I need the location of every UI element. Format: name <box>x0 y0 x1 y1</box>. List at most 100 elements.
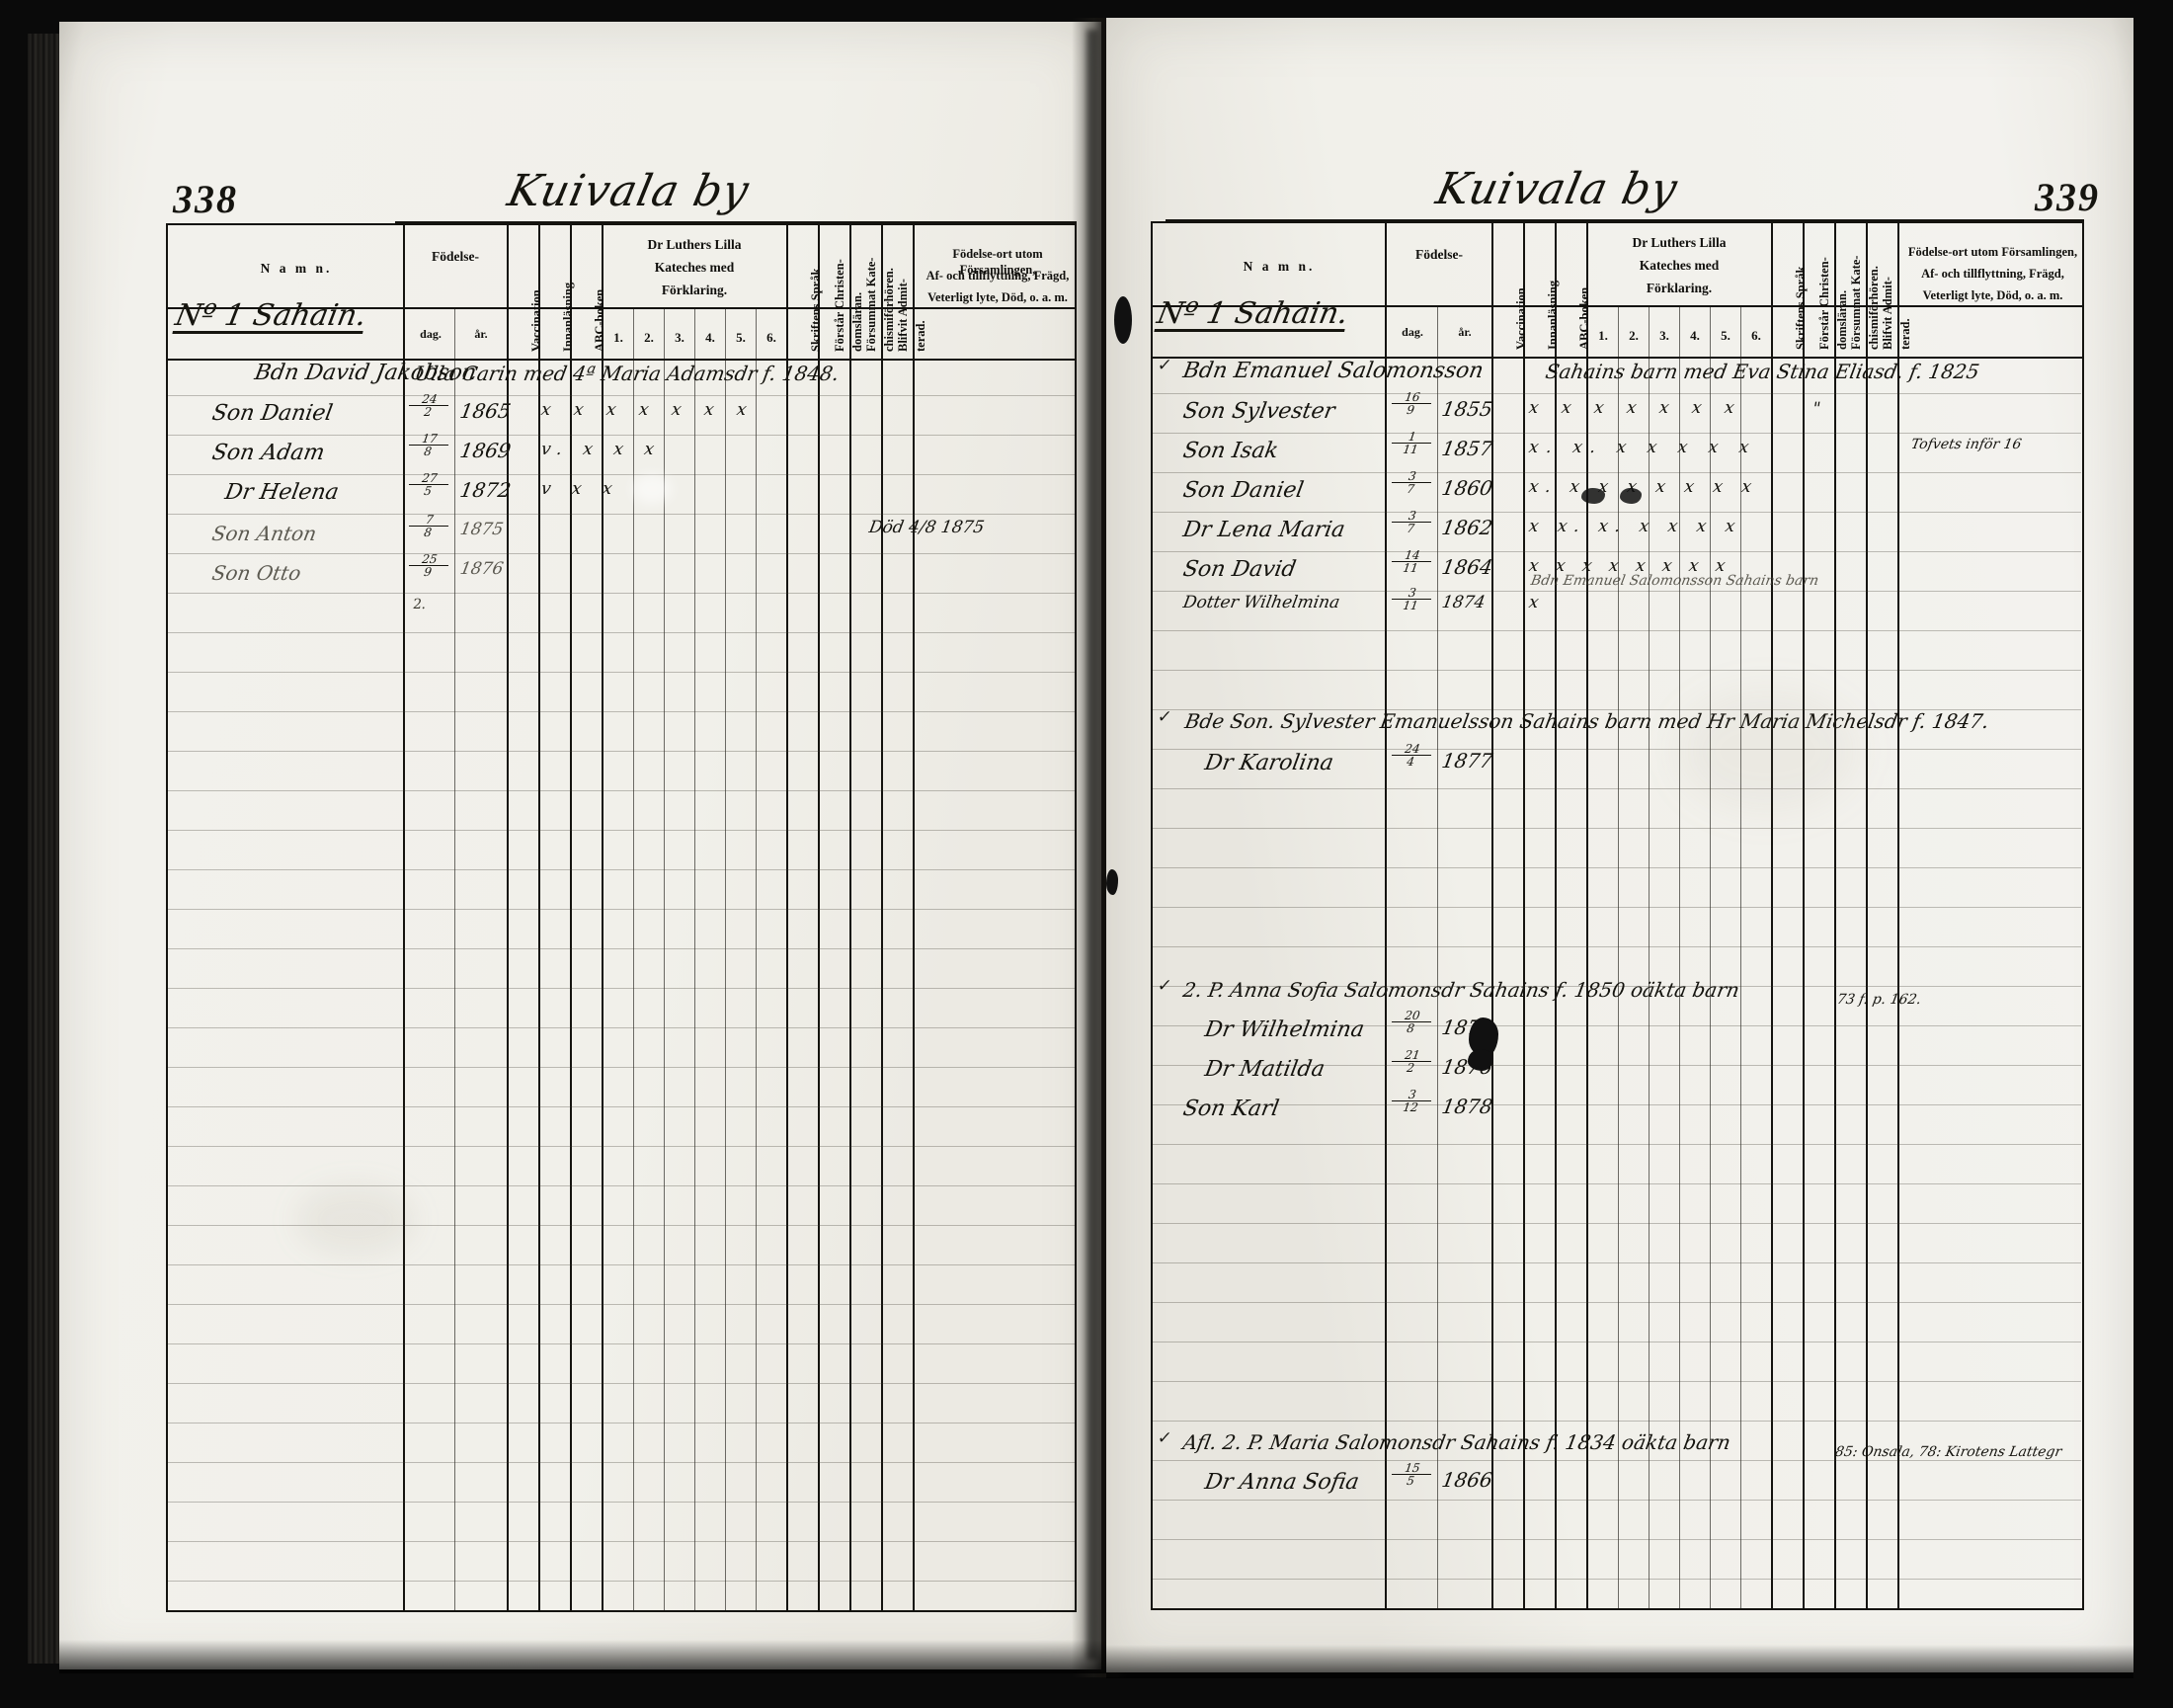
entry-note-right-b1-2: Tofvets inför 16 <box>1909 437 2023 452</box>
body-rule-left-12 <box>168 830 1075 831</box>
body-rule-left-6 <box>168 593 1075 594</box>
entry-year-left-2: 1869 <box>457 439 514 462</box>
body-rule-left-7 <box>168 632 1075 633</box>
body-rule-right-26 <box>1153 1381 2081 1382</box>
grid-v-right-blifvit <box>1897 221 1899 1610</box>
header-katekes-l3-right: Förklaring. <box>1646 281 1713 295</box>
grid-v-right-ar <box>1491 221 1493 1610</box>
entry-marks-left-1: x x x x x x x <box>539 400 758 420</box>
entry-note-left-4: Död 4/8 1875 <box>867 518 986 537</box>
body-rule-left-23 <box>168 1264 1075 1265</box>
body-rule-right-28 <box>1153 1460 2081 1461</box>
grid-v-right-abc <box>1586 221 1588 1610</box>
entry-name-left-3: Dr Helena <box>222 480 341 505</box>
table-header-bottom-left <box>166 359 1077 361</box>
body-rule-right-23 <box>1153 1262 2081 1263</box>
entry-day-right-b1-6: 3 11 <box>1390 586 1433 612</box>
grid-v-right-k5 <box>1740 305 1742 1610</box>
body-rule-right-3 <box>1153 472 2081 473</box>
header-kat-6-right: 6. <box>1751 328 1761 343</box>
header-forstar-christendom-l2-left: domsläran. <box>850 291 864 352</box>
grid-v-left-k1 <box>633 307 635 1612</box>
header-forsummat-l2-left: chismiförhören. <box>882 268 896 352</box>
entry-day-right-b3-0: 20 8 <box>1390 1009 1433 1035</box>
checkmark-icon-right-block4: ✓ <box>1156 1428 1173 1448</box>
grid-v-right-end <box>2082 221 2084 1610</box>
grid-v-right-namn <box>1385 221 1387 1610</box>
entry-year-left-4: 1875 <box>458 520 506 539</box>
body-rule-left-19 <box>168 1106 1075 1107</box>
entry-year-right-b1-6: 1874 <box>1440 593 1488 612</box>
entry-day-right-b4-0: 15 5 <box>1390 1461 1433 1488</box>
household-heading-left: Nº 1 Sahain. <box>172 298 370 333</box>
table-bottom-border-left <box>166 1610 1077 1612</box>
entry-day-right-b2-0: 24 4 <box>1390 742 1433 769</box>
entry-subnote-right-b1-6: Bdn Emanuel Salomonsson Sahains barn <box>1529 573 1820 589</box>
grid-v-right-k1 <box>1618 305 1620 1610</box>
header-kat-2-left: 2. <box>644 330 654 345</box>
body-rule-left-17 <box>168 1027 1075 1028</box>
body-rule-left-5 <box>168 553 1075 554</box>
entry-year-right-b1-3: 1860 <box>1439 476 1495 500</box>
grid-v-left-sprak <box>818 223 820 1612</box>
entry-name-left-4: Son Anton <box>209 522 319 545</box>
header-vaccination-left: Vaccination. <box>529 286 543 352</box>
grid-v-left-namn <box>403 223 405 1612</box>
entry-name-right-b1-6: Dotter Wilhelmina <box>1181 593 1342 612</box>
body-rule-left-29 <box>168 1502 1075 1503</box>
entry-year-right-b1-5: 1864 <box>1439 555 1495 579</box>
header-fodelse-left: Födelse- <box>432 249 479 264</box>
body-rule-left-26 <box>168 1383 1075 1384</box>
header-katekes-l3-left: Förklaring. <box>661 283 728 297</box>
body-rule-right-19 <box>1153 1104 2081 1105</box>
block-heading-right-b2: Bde Son. Sylvester Emanuelsson Sahains b… <box>1182 709 1991 733</box>
entry-name-right-b3-1: Dr Matilda <box>1202 1057 1328 1082</box>
header-innanlasning-left: Innanläsning. <box>561 279 575 352</box>
entry-marks-right-b1-2: x. x. x x x x x <box>1527 438 1759 457</box>
entry-marks-right-b1-1: x x x x x x x <box>1527 398 1745 418</box>
entry-name-right-b1-5: Son David <box>1180 557 1298 582</box>
header-dag-right: dag. <box>1402 325 1423 339</box>
header-katekes-l2-left: Kateches med <box>654 260 735 275</box>
body-rule-right-1 <box>1153 393 2081 394</box>
header-kat-3-left: 3. <box>675 330 684 345</box>
body-rule-right-24 <box>1153 1302 2081 1303</box>
header-namn-right: N a m n. <box>1243 259 1316 274</box>
body-rule-left-18 <box>168 1067 1075 1068</box>
body-rule-right-17 <box>1153 1025 2081 1026</box>
page-bottom-shadow-right <box>1106 1645 2133 1678</box>
grid-v-left-k4 <box>725 307 727 1612</box>
entry-day-right-b3-1: 21 2 <box>1390 1048 1433 1075</box>
grid-v-left-abc <box>602 223 604 1612</box>
village-title-left: Kuivala by <box>503 166 755 216</box>
grid-v-right-innan <box>1555 221 1557 1610</box>
body-rule-right-11 <box>1153 788 2081 789</box>
header-kat-5-right: 5. <box>1721 328 1730 343</box>
grid-v-right-k2 <box>1649 305 1650 1610</box>
header-notes-l3-right: Veterligt lyte, Död, o. a. m. <box>1922 288 2063 302</box>
body-rule-right-14 <box>1153 907 2081 908</box>
block-sidenote-right-b3: 73 f. p. 162. <box>1835 992 1923 1008</box>
block-heading-right-b4: Afl. 2. P. Maria Salomonsdr Sahains f. 1… <box>1180 1430 1732 1454</box>
body-rule-left-2 <box>168 435 1075 436</box>
body-rule-left-28 <box>168 1462 1075 1463</box>
table-top-border-left <box>166 223 1077 225</box>
entry-name-left-1: Son Daniel <box>209 401 335 426</box>
ink-blot-gutter-2 <box>1106 869 1118 895</box>
grid-v-right-0 <box>1151 221 1153 1610</box>
ink-blot-2 <box>1468 1049 1493 1071</box>
entry-name-right-b4-0: Dr Anna Sofia <box>1202 1470 1361 1495</box>
checkmark-icon-right-block2: ✓ <box>1156 707 1173 727</box>
body-rule-left-20 <box>168 1146 1075 1147</box>
body-rule-right-12 <box>1153 828 2081 829</box>
body-rule-right-5 <box>1153 551 2081 552</box>
entry-name-right-b2-0: Dr Karolina <box>1202 751 1336 775</box>
table-header-sub-left <box>166 307 1077 309</box>
header-kat-3-right: 3. <box>1659 328 1669 343</box>
grid-v-left-blifvit <box>913 223 915 1612</box>
grid-v-left-k2 <box>664 307 666 1612</box>
body-rule-right-22 <box>1153 1223 2081 1224</box>
entry-marks-right-b1-3: x. x x x x x x x <box>1527 477 1760 497</box>
grid-v-left-innan <box>570 223 572 1612</box>
entry-year-left-3: 1872 <box>457 478 514 502</box>
